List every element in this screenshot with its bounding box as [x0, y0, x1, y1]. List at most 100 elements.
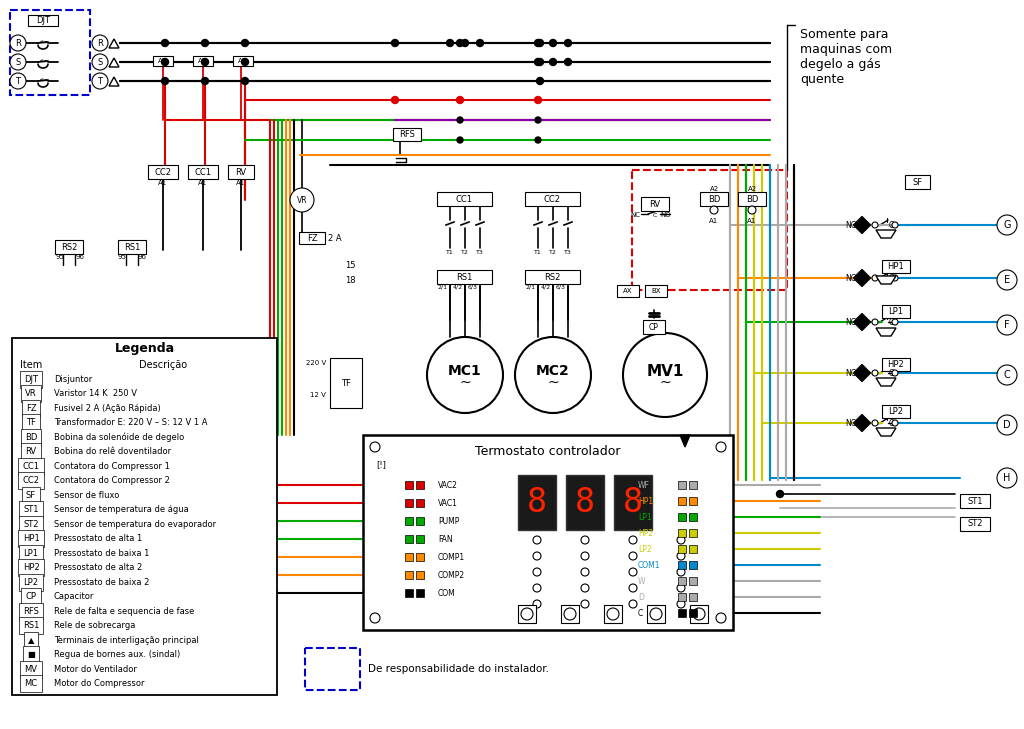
Bar	[614, 475, 652, 530]
Circle shape	[535, 58, 542, 66]
Text: 12 V: 12 V	[310, 392, 326, 398]
Text: 6/3: 6/3	[556, 284, 566, 289]
Text: [!]: [!]	[376, 461, 386, 469]
Circle shape	[677, 600, 685, 608]
Text: Capacitor: Capacitor	[54, 592, 94, 601]
Bar	[518, 475, 556, 530]
Circle shape	[997, 270, 1017, 290]
Bar	[299, 232, 325, 244]
Text: 96: 96	[75, 254, 84, 260]
Text: Disjuntor: Disjuntor	[54, 375, 92, 383]
Circle shape	[997, 215, 1017, 235]
Bar	[12, 338, 278, 695]
Text: 18: 18	[345, 276, 355, 284]
Text: RV: RV	[649, 200, 660, 208]
Circle shape	[457, 39, 464, 47]
Text: TF: TF	[341, 378, 351, 388]
Text: L3: L3	[476, 198, 483, 203]
Bar	[643, 320, 665, 334]
Circle shape	[710, 206, 718, 214]
Circle shape	[537, 39, 544, 47]
Text: C: C	[889, 318, 894, 327]
Text: Transformador E: 220 V – S: 12 V 1 A: Transformador E: 220 V – S: 12 V 1 A	[54, 418, 208, 427]
Circle shape	[629, 568, 637, 576]
Text: Motor do Compressor: Motor do Compressor	[54, 679, 144, 688]
Text: LP2: LP2	[638, 545, 651, 553]
Bar	[118, 240, 146, 254]
Text: Item: Item	[19, 360, 42, 370]
Text: PUMP: PUMP	[438, 517, 460, 526]
Circle shape	[521, 608, 534, 620]
Text: L2: L2	[461, 198, 469, 203]
Text: A1: A1	[199, 180, 208, 186]
Text: C: C	[889, 418, 894, 427]
Bar	[406, 481, 413, 489]
Text: CC1: CC1	[456, 195, 473, 203]
Circle shape	[534, 536, 541, 544]
Text: NC: NC	[846, 273, 856, 283]
Circle shape	[629, 536, 637, 544]
Text: T2: T2	[461, 249, 469, 254]
Text: ST2: ST2	[968, 520, 983, 529]
Bar	[362, 435, 733, 630]
Text: NC: NC	[630, 212, 640, 218]
Circle shape	[202, 77, 209, 85]
Circle shape	[370, 442, 380, 452]
Text: Sensor de temperatura de água: Sensor de temperatura de água	[54, 505, 188, 514]
Text: 220 V: 220 V	[306, 360, 326, 366]
Text: 15: 15	[345, 260, 355, 270]
Polygon shape	[109, 77, 119, 86]
Text: FZ: FZ	[26, 404, 36, 413]
Text: C: C	[889, 220, 894, 230]
Circle shape	[242, 77, 249, 85]
Bar	[689, 513, 697, 521]
Text: ■: ■	[27, 650, 35, 659]
Circle shape	[716, 613, 726, 623]
Bar	[689, 529, 697, 537]
Circle shape	[892, 319, 898, 325]
Bar	[961, 517, 990, 531]
Text: DJT: DJT	[24, 375, 38, 383]
Text: RFS: RFS	[24, 607, 39, 616]
Text: HP1: HP1	[888, 262, 904, 271]
Text: MV: MV	[25, 665, 38, 674]
Text: T3: T3	[564, 249, 572, 254]
Text: 8: 8	[574, 486, 595, 519]
Circle shape	[370, 613, 380, 623]
Circle shape	[476, 39, 483, 47]
Bar	[525, 192, 580, 206]
Text: W: W	[638, 577, 645, 585]
Bar	[738, 192, 766, 206]
Circle shape	[693, 608, 705, 620]
Bar	[416, 481, 424, 489]
Text: H: H	[1004, 473, 1011, 483]
Text: C: C	[638, 609, 643, 617]
Bar	[700, 192, 728, 206]
Circle shape	[535, 96, 542, 104]
Text: ~: ~	[459, 376, 471, 390]
Text: C: C	[889, 368, 894, 378]
Text: A2: A2	[748, 186, 757, 192]
Circle shape	[650, 608, 662, 620]
Text: 6/3: 6/3	[468, 284, 478, 289]
Text: De responsabilidade do instalador.: De responsabilidade do instalador.	[368, 664, 549, 674]
Text: ~: ~	[547, 376, 559, 390]
Text: COMP1: COMP1	[438, 553, 465, 561]
Polygon shape	[876, 230, 896, 238]
Text: Terminais de interligação principal: Terminais de interligação principal	[54, 636, 199, 644]
Text: L1: L1	[446, 198, 454, 203]
Text: Contatora do Compressor 1: Contatora do Compressor 1	[54, 461, 170, 471]
Bar	[28, 15, 58, 26]
Text: TF: TF	[26, 418, 36, 427]
Text: G: G	[1004, 220, 1011, 230]
Text: T1: T1	[535, 249, 542, 254]
Text: Bobina da solenóide de degelo: Bobina da solenóide de degelo	[54, 432, 184, 442]
Text: SF: SF	[26, 491, 36, 500]
Bar	[961, 494, 990, 508]
Circle shape	[892, 370, 898, 376]
Text: L3: L3	[564, 198, 571, 203]
Text: MC: MC	[25, 679, 38, 688]
Circle shape	[872, 275, 878, 281]
Bar	[406, 535, 413, 543]
Text: Termostato controlador: Termostato controlador	[475, 445, 621, 458]
